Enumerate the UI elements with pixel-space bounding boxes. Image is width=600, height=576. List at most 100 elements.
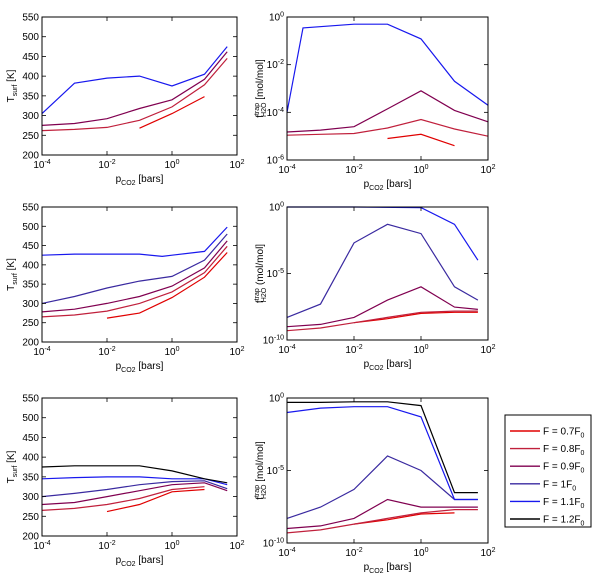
y-tick-label: 350 (22, 91, 39, 102)
series-line-1 (41, 486, 205, 511)
x-tick-label: 10-4 (278, 344, 295, 356)
y-axis-label: Tsurf [K] (6, 69, 19, 102)
y-tick-label: 550 (22, 13, 39, 24)
series-line-0 (106, 488, 205, 513)
y-tick-label: 10-5 (267, 465, 284, 477)
x-tick-label: 10-2 (345, 164, 362, 176)
x-tick-label: 10-4 (278, 164, 295, 176)
x-tick-label: 10-4 (33, 159, 50, 171)
legend-box (504, 414, 592, 528)
x-tick-label: 102 (480, 547, 495, 559)
x-tick-label: 102 (229, 346, 244, 358)
legend: F = 0.7F0 F = 0.8F0 F = 0.9F0 F = 1F0 F = 1.… (504, 414, 592, 528)
legend-label: F = 0.9F0 (543, 462, 585, 475)
x-tick-label: 10-2 (345, 547, 362, 559)
x-tick-label: 10-4 (278, 547, 295, 559)
y-tick-label: 10-10 (263, 335, 284, 347)
y-tick-label: 300 (22, 299, 39, 310)
series-line-1 (286, 118, 489, 137)
x-tick-label: 100 (164, 540, 179, 552)
y-tick-label: 550 (22, 394, 39, 405)
y-axis-label: ftrapH2O (mol/mol] (254, 244, 268, 303)
series-line-3 (286, 23, 489, 113)
x-tick-label: 102 (480, 344, 495, 356)
y-tick-label: 450 (22, 52, 39, 63)
series-line-5 (41, 465, 228, 484)
series-line-3 (41, 480, 228, 498)
legend-label: F = 1.1F0 (543, 497, 585, 510)
y-tick-label: 500 (22, 222, 39, 233)
panel-row2-temperature: 10-4 10-2 100 102 200 250 300 350 400 450 500 550 pC… (6, 203, 245, 375)
y-tick-label: 10-10 (263, 538, 284, 550)
plot-frame (286, 16, 489, 161)
series-line-2 (286, 498, 478, 530)
series-line-1 (286, 310, 478, 332)
series-line-5 (287, 401, 478, 494)
series-line-4 (286, 406, 478, 501)
plot-frame (41, 16, 238, 156)
legend-label: F = 1.2F0 (543, 515, 585, 528)
y-tick-label: 200 (22, 532, 39, 543)
plot-frame (41, 397, 238, 537)
y-tick-label: 300 (22, 111, 39, 122)
series-line-3 (286, 223, 479, 318)
y-tick-label: 450 (22, 433, 39, 444)
panel-row3-temperature: 10-4 10-2 100 102 200 250 300 350 400 450 500 550 pC… (6, 394, 245, 569)
x-tick-label: 10-2 (98, 540, 115, 552)
series-line-3 (41, 233, 228, 304)
y-tick-label: 100 (269, 12, 284, 24)
y-tick-label: 10-4 (267, 107, 284, 119)
x-tick-label: 100 (164, 346, 179, 358)
y-axis-label: ftrapH2O [mol/mol] (254, 59, 268, 118)
plot-frame (41, 206, 238, 343)
x-axis-label: pCO2 [bars] (116, 361, 164, 374)
x-tick-label: 100 (413, 164, 428, 176)
y-tick-label: 400 (22, 260, 39, 271)
x-tick-label: 102 (480, 164, 495, 176)
y-tick-label: 450 (22, 241, 39, 252)
y-tick-label: 350 (22, 472, 39, 483)
x-axis-label: pCO2 [bars] (364, 562, 412, 575)
series-line-2 (286, 90, 489, 133)
x-axis-label: pCO2 [bars] (116, 555, 164, 568)
series-line-0 (387, 133, 455, 147)
y-tick-label: 250 (22, 318, 39, 329)
y-tick-label: 550 (22, 203, 39, 214)
series-line-1 (41, 58, 228, 132)
y-tick-label: 500 (22, 32, 39, 43)
legend-label: F = 0.7F0 (543, 427, 585, 440)
x-tick-label: 10-2 (98, 346, 115, 358)
series-line-0 (106, 252, 228, 319)
y-tick-label: 400 (22, 72, 39, 83)
y-tick-label: 10-6 (267, 155, 284, 167)
legend-label: F = 1F0 (543, 479, 576, 492)
x-axis-label: pCO2 [bars] (116, 174, 164, 187)
y-tick-label: 200 (22, 338, 39, 349)
x-tick-label: 10-4 (33, 346, 50, 358)
series-line-0 (139, 96, 205, 129)
y-tick-label: 250 (22, 131, 39, 142)
plot-frame (286, 397, 489, 544)
y-tick-label: 300 (22, 492, 39, 503)
y-tick-label: 500 (22, 413, 39, 424)
series-line-4 (287, 206, 479, 261)
series-line-1 (286, 509, 478, 534)
series-line-3 (41, 46, 228, 115)
series-line-2 (41, 240, 228, 313)
y-tick-label: 100 (269, 393, 284, 405)
plot-frame (286, 206, 489, 341)
x-tick-label: 10-2 (98, 159, 115, 171)
series-line-2 (286, 286, 478, 328)
y-tick-label: 10-5 (267, 268, 284, 280)
legend-label: F = 0.8F0 (543, 444, 585, 457)
x-tick-label: 100 (164, 159, 179, 171)
y-axis-label: ftrapH2O [mol/mol] (254, 441, 268, 500)
x-tick-label: 10-4 (33, 540, 50, 552)
series-line-0 (353, 311, 478, 324)
series-line-4 (41, 226, 228, 258)
y-tick-label: 10-2 (267, 59, 284, 71)
y-axis-label: Tsurf [K] (6, 450, 19, 483)
